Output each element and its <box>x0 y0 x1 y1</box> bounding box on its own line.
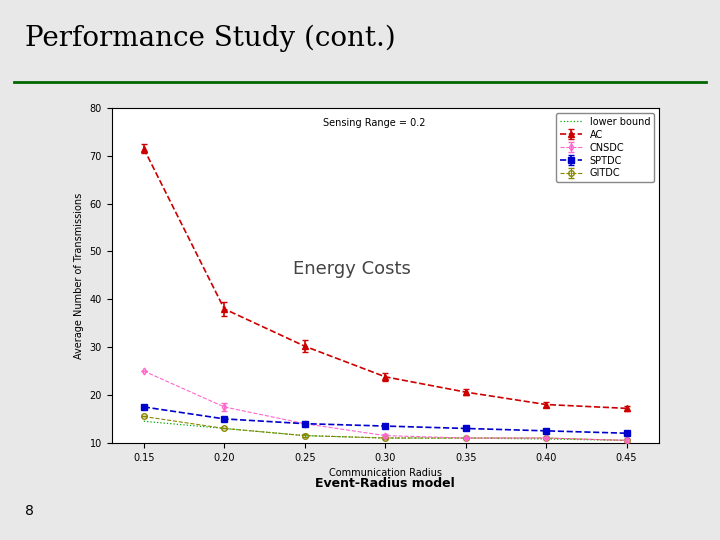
Legend: lower bound, AC, CNSDC, SPTDC, GITDC: lower bound, AC, CNSDC, SPTDC, GITDC <box>557 113 654 183</box>
Text: Energy Costs: Energy Costs <box>294 260 411 278</box>
Line: lower bound: lower bound <box>144 421 626 441</box>
lower bound <box>140 418 148 424</box>
X-axis label: Communication Radius: Communication Radius <box>329 468 441 478</box>
lower bound <box>220 425 228 431</box>
lower bound <box>300 433 309 439</box>
Text: 8: 8 <box>25 504 34 518</box>
Text: Event-Radius model: Event-Radius model <box>315 477 455 490</box>
lower bound <box>462 435 470 441</box>
lower bound <box>622 437 631 444</box>
Text: Performance Study (cont.): Performance Study (cont.) <box>25 24 396 51</box>
Text: Sensing Range = 0.2: Sensing Range = 0.2 <box>323 118 426 128</box>
lower bound <box>542 436 551 442</box>
lower bound <box>381 435 390 441</box>
Y-axis label: Average Number of Transmissions: Average Number of Transmissions <box>74 192 84 359</box>
